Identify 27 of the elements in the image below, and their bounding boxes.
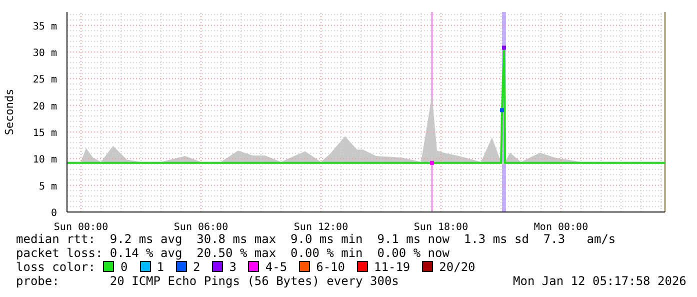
y-tick-label: 35 m	[32, 21, 57, 32]
y-tick-label: 5 m	[38, 181, 57, 192]
text: Mon Jan 12 05:17:58 2026	[513, 274, 686, 288]
legend-label: 6-10	[315, 260, 346, 274]
text: median rtt: 9.2 ms avg 30.8 ms max 9.0 ms min 9.1 ms now 1.3 ms sd 7.3 am/s	[16, 232, 617, 246]
legend-label: 4-5	[264, 260, 288, 274]
text: packet loss: 0.14 % avg 20.50 % max 0.00 % min 0.00 % now	[16, 246, 450, 260]
y-tick-label: 15 m	[32, 128, 57, 139]
legend-title: loss color:	[16, 260, 96, 274]
y-tick-label: 20 m	[32, 101, 57, 112]
legend-label: 1	[156, 260, 164, 274]
y-tick-label: 25 m	[32, 74, 57, 86]
legend-label: 3	[228, 260, 236, 274]
x-tick-label: Sun 18:00	[414, 222, 468, 233]
x-tick-label: Sun 12:00	[294, 222, 348, 233]
legend-label: 2	[192, 260, 200, 274]
y-axis-title: Seconds	[2, 88, 16, 136]
x-tick-label: Mon 00:00	[534, 222, 588, 233]
legend-label: 0	[119, 260, 128, 274]
y-tick-label: 10 m	[32, 154, 57, 166]
legend-label: 11-19	[373, 260, 410, 274]
legend-label: 20/20	[438, 260, 476, 274]
y-tick-label: 30 m	[32, 48, 57, 59]
x-tick-label: Sun 06:00	[174, 222, 228, 233]
x-tick-label: Sun 00:00	[54, 222, 108, 233]
y-tick-label: 0	[50, 208, 57, 219]
text: probe: 20 ICMP Echo Pings (56 Bytes) every 300s	[16, 274, 399, 288]
